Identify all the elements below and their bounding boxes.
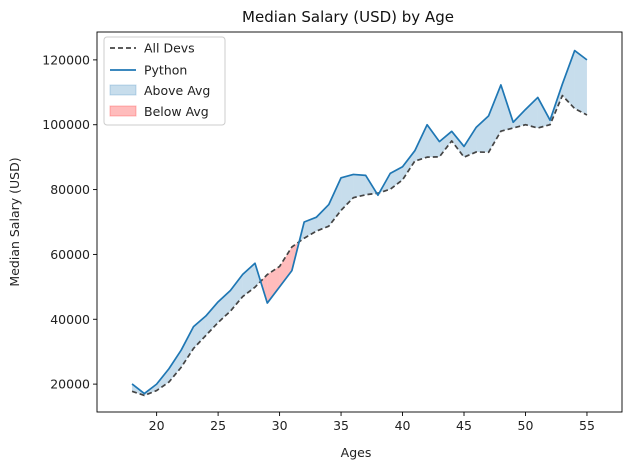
fill-above-avg-18-0 bbox=[353, 174, 366, 198]
legend-label-below-avg: Below Avg bbox=[144, 104, 209, 119]
fill-above-avg-7-0 bbox=[218, 290, 231, 323]
y-tick-label-60000: 60000 bbox=[50, 247, 90, 262]
x-tick-label-45: 45 bbox=[456, 418, 472, 433]
y-tick-label-100000: 100000 bbox=[42, 117, 90, 132]
series-lines bbox=[131, 49, 588, 397]
series-line-python bbox=[131, 49, 588, 395]
fill-areas bbox=[132, 50, 587, 396]
y-axis-title: Median Salary (USD) bbox=[7, 157, 22, 286]
fill-above-avg-3-0 bbox=[168, 350, 182, 383]
legend-label-python: Python bbox=[144, 63, 187, 78]
fill-above-avg-8-0 bbox=[230, 274, 243, 312]
fill-above-avg-23-0 bbox=[414, 124, 428, 162]
fill-above-avg-25-0 bbox=[439, 131, 452, 157]
legend-label-above-avg: Above Avg bbox=[144, 83, 210, 98]
legend-swatch-above-avg bbox=[109, 84, 137, 96]
fill-above-avg-9-0 bbox=[242, 263, 255, 297]
fill-above-avg-26-0 bbox=[451, 131, 465, 158]
x-axis: 20 25 30 35 40 45 50 55 bbox=[149, 412, 595, 433]
series-line-all-devs bbox=[131, 94, 588, 397]
legend: All Devs Python Above Avg Below Avg bbox=[103, 36, 226, 126]
legend-frame bbox=[103, 36, 226, 126]
fill-below-avg-11-0 bbox=[267, 266, 280, 304]
chart-title: Median Salary (USD) by Age bbox=[242, 8, 454, 26]
fill-above-avg-35-0 bbox=[562, 50, 575, 109]
y-tick-label-20000: 20000 bbox=[50, 377, 90, 392]
x-tick-label-20: 20 bbox=[149, 418, 165, 433]
fill-above-avg-31-0 bbox=[513, 109, 526, 128]
fill-above-avg-2-0 bbox=[156, 368, 169, 391]
plot-frame bbox=[96, 31, 623, 413]
legend-swatch-below-avg bbox=[109, 105, 137, 117]
y-tick-label-80000: 80000 bbox=[50, 182, 90, 197]
x-tick-label-55: 55 bbox=[579, 418, 595, 433]
x-tick-label-50: 50 bbox=[518, 418, 534, 433]
fill-above-avg-4-0 bbox=[181, 326, 194, 368]
fill-above-avg-24-0 bbox=[427, 124, 440, 158]
y-axis: 20000 40000 60000 80000 100000 120000 bbox=[42, 52, 97, 392]
x-tick-label-25: 25 bbox=[210, 418, 226, 433]
x-tick-label-35: 35 bbox=[333, 418, 349, 433]
fill-above-avg-32-0 bbox=[525, 97, 538, 128]
y-tick-label-120000: 120000 bbox=[42, 52, 90, 67]
x-tick-label-40: 40 bbox=[395, 418, 411, 433]
y-tick-label-40000: 40000 bbox=[50, 312, 90, 327]
x-tick-label-30: 30 bbox=[272, 418, 288, 433]
fill-above-avg-14-0 bbox=[304, 217, 317, 239]
legend-label-all-devs: All Devs bbox=[144, 41, 195, 56]
fill-above-avg-15-0 bbox=[316, 204, 329, 232]
fill-below-avg-12-0 bbox=[279, 246, 292, 287]
fill-above-avg-27-0 bbox=[464, 127, 477, 158]
fill-above-avg-6-0 bbox=[205, 301, 219, 336]
fill-above-avg-22-0 bbox=[402, 150, 415, 180]
x-axis-title: Ages bbox=[341, 445, 372, 460]
fill-above-avg-36-0 bbox=[574, 50, 587, 115]
fill-above-avg-17-0 bbox=[341, 174, 354, 211]
fill-above-avg-33-0 bbox=[537, 97, 551, 128]
